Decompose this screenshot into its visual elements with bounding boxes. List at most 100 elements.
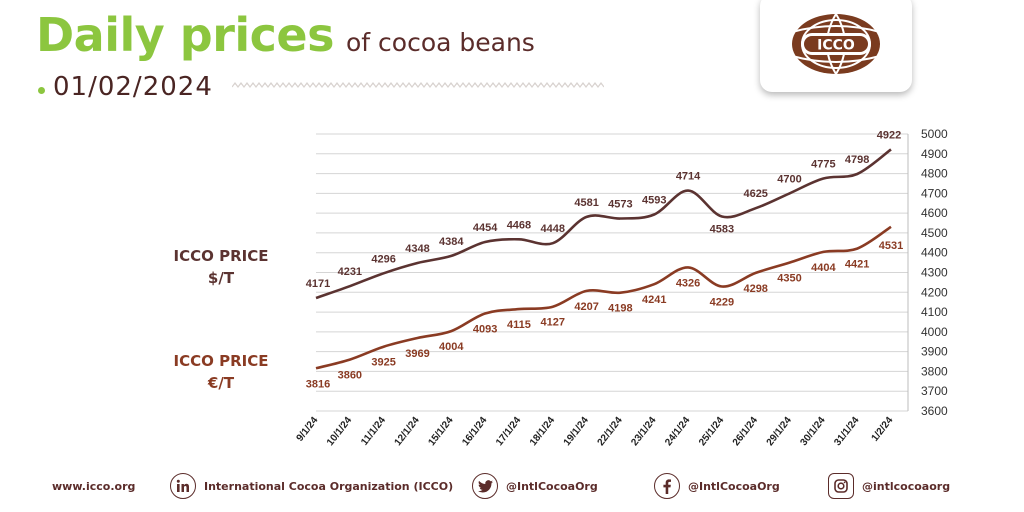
logo-text: ICCO	[817, 38, 855, 54]
x-tick-label-3: 12/1/24	[393, 415, 422, 448]
x-tick-label-1: 10/1/24	[325, 415, 354, 448]
usd-label-line1: ICCO PRICE	[173, 247, 269, 265]
x-tick-label-4: 15/1/24	[426, 415, 455, 448]
x-tick-label-0: 9/1/24	[295, 415, 321, 444]
facebook-link[interactable]: @IntlCocoaOrg	[654, 468, 780, 504]
data-label-usd-11: 4714	[676, 171, 701, 183]
instagram-link[interactable]: @intlcocoaorg	[828, 468, 950, 504]
eur-label-line1: ICCO PRICE	[173, 352, 269, 370]
y-tick-label-7: 4300	[921, 266, 948, 280]
icco-logo: ICCO	[760, 0, 912, 92]
bullet-dot	[38, 86, 45, 94]
data-label-eur-12: 4229	[710, 297, 734, 309]
data-label-eur-0: 3816	[306, 378, 330, 390]
twitter-text: @IntlCocoaOrg	[506, 479, 598, 493]
data-label-eur-9: 4198	[608, 303, 632, 315]
facebook-text: @IntlCocoaOrg	[688, 479, 780, 493]
data-label-usd-10: 4593	[642, 195, 666, 207]
data-label-usd-17: 4922	[877, 129, 901, 141]
y-tick-label-3: 3900	[921, 345, 948, 359]
data-label-eur-15: 4404	[811, 262, 836, 274]
series-line-usd	[315, 148, 892, 300]
y-tick-label-10: 4600	[921, 206, 948, 220]
x-tick-label-7: 18/1/24	[528, 415, 557, 448]
page-title: Daily prices of cocoa beans	[36, 8, 535, 62]
x-tick-label-6: 17/1/24	[494, 415, 523, 448]
y-tick-label-11: 4700	[921, 186, 948, 200]
x-tick-label-5: 16/1/24	[460, 415, 489, 448]
data-label-usd-16: 4798	[845, 154, 869, 166]
data-label-usd-12: 4583	[710, 224, 734, 236]
x-tick-label-17: 1/2/24	[870, 415, 896, 444]
data-label-usd-8: 4581	[574, 197, 598, 209]
data-label-eur-6: 4115	[507, 319, 531, 331]
website-link[interactable]: www.icco.org	[52, 468, 135, 504]
data-label-usd-6: 4468	[507, 219, 531, 231]
data-label-eur-1: 3860	[338, 370, 362, 382]
data-label-usd-5: 4454	[473, 222, 498, 234]
y-tick-label-8: 4400	[921, 246, 948, 260]
x-tick-label-16: 31/1/24	[832, 415, 861, 448]
data-label-eur-16: 4421	[845, 259, 869, 271]
y-tick-label-9: 4500	[921, 226, 948, 240]
data-label-usd-13: 4625	[743, 188, 767, 200]
x-tick-label-12: 25/1/24	[697, 415, 726, 448]
price-chart: 3600 3700 3800 3900 4000 4100 4200 4300 4400 4500…	[295, 127, 948, 448]
zigzag-divider	[232, 82, 604, 88]
x-tick-label-11: 24/1/24	[663, 415, 692, 448]
y-tick-label-12: 4800	[921, 167, 948, 181]
data-label-usd-3: 4348	[405, 243, 429, 255]
data-label-usd-15: 4775	[811, 159, 835, 171]
footer: www.icco.org International Cocoa Organiz…	[0, 468, 1024, 504]
data-label-eur-8: 4207	[574, 301, 598, 313]
eur-label-line2: €/T	[207, 374, 235, 392]
y-tick-label-4: 4000	[921, 325, 948, 339]
website-text: www.icco.org	[52, 479, 136, 493]
data-label-eur-5: 4093	[473, 323, 497, 335]
y-tick-label-13: 4900	[921, 147, 948, 161]
instagram-text: @intlcocoaorg	[862, 479, 951, 493]
data-label-eur-17: 4531	[879, 240, 903, 252]
instagram-icon	[828, 473, 854, 499]
data-label-eur-2: 3925	[371, 357, 395, 369]
linkedin-icon	[170, 473, 196, 499]
y-tick-label-1: 3700	[921, 384, 948, 398]
data-label-eur-14: 4350	[777, 273, 801, 285]
title-sub: of cocoa beans	[346, 28, 535, 57]
linkedin-text: International Cocoa Organization (ICCO)	[204, 479, 454, 493]
date-row: 01/02/2024	[38, 72, 213, 102]
data-label-eur-4: 4004	[439, 341, 464, 353]
y-tick-label-2: 3800	[921, 364, 948, 378]
eur-series-label: ICCO PRICE €/T	[166, 350, 276, 394]
y-tick-label-6: 4200	[921, 285, 948, 299]
data-label-eur-13: 4298	[743, 283, 767, 295]
x-tick-label-13: 26/1/24	[731, 415, 760, 448]
y-tick-label-0: 3600	[921, 404, 948, 418]
twitter-link[interactable]: @IntlCocoaOrg	[472, 468, 598, 504]
icco-logo-icon: ICCO	[791, 13, 881, 75]
data-label-eur-11: 4326	[676, 277, 700, 289]
title-main: Daily prices	[36, 8, 335, 62]
x-tick-label-14: 29/1/24	[765, 415, 794, 448]
data-label-usd-14: 4700	[777, 173, 801, 185]
data-label-usd-2: 4296	[371, 253, 395, 265]
data-label-usd-0: 4171	[306, 278, 330, 290]
data-label-usd-9: 4573	[608, 198, 632, 210]
x-tick-label-8: 19/1/24	[562, 415, 591, 448]
data-label-usd-1: 4231	[338, 266, 362, 278]
data-label-usd-7: 4448	[541, 223, 565, 235]
data-label-eur-10: 4241	[642, 294, 666, 306]
series-line-eur	[315, 225, 892, 370]
x-tick-label-10: 23/1/24	[629, 415, 658, 448]
linkedin-link[interactable]: International Cocoa Organization (ICCO)	[170, 468, 453, 504]
data-label-eur-7: 4127	[541, 317, 565, 329]
twitter-icon	[472, 473, 498, 499]
facebook-icon	[654, 473, 680, 499]
data-label-eur-3: 3969	[405, 348, 429, 360]
price-date: 01/02/2024	[53, 72, 213, 102]
usd-series-label: ICCO PRICE $/T	[166, 245, 276, 289]
x-tick-label-15: 30/1/24	[799, 415, 828, 448]
x-tick-label-9: 22/1/24	[596, 415, 625, 448]
y-tick-label-5: 4100	[921, 305, 948, 319]
x-tick-label-2: 11/1/24	[359, 415, 388, 448]
